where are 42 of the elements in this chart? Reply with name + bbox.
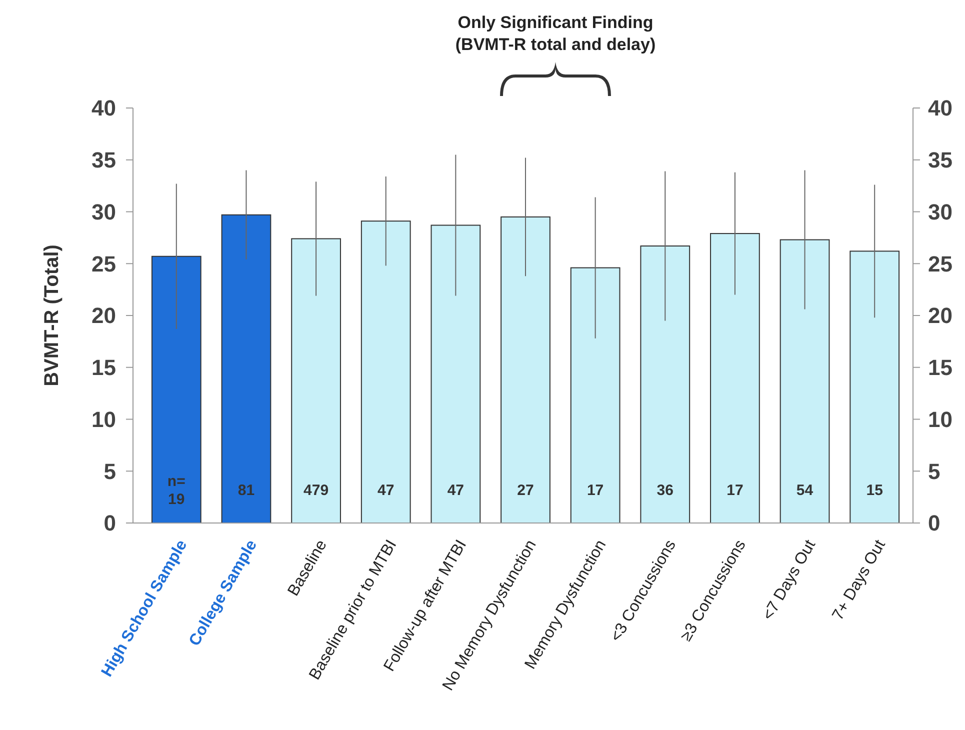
bar [360,220,411,524]
y2-tick-label: 15 [928,355,952,380]
y2-tick-label: 10 [928,406,952,432]
y2-tick-label: 5 [928,458,940,484]
annotation: 17 [586,482,604,499]
y2-tick-label: 0 [928,510,940,536]
y-tick-label: 35 [92,148,116,173]
bar [151,256,202,524]
y-tick-label: 30 [92,199,116,224]
annotation: 47 [378,482,394,499]
annotation: 17 [726,482,744,499]
annotation: 479 [304,482,329,499]
y2-tick-label: 30 [928,199,952,224]
text: Only Significant Finding (BVMT-R total and delay) [455,13,656,54]
y-tick-label: 10 [92,406,116,432]
annotation: n= 19 [167,473,186,508]
bar [640,245,690,524]
annotation: 81 [238,482,255,499]
annotation: 15 [866,482,883,499]
y-tick-label: 20 [92,303,116,328]
y-tick-label: 15 [92,355,116,380]
bar [780,239,830,524]
annotation: 27 [517,482,534,499]
annotation: 54 [796,482,814,499]
y-axis-title: BVMT-R (Total) [41,244,63,386]
bar [221,214,272,524]
y2-tick-label: 35 [928,148,952,173]
annotation: 36 [656,482,674,499]
y-tick-label: 25 [92,251,116,276]
annotation: 47 [447,482,464,499]
bar [850,250,900,524]
bar [570,267,620,524]
bar [710,233,760,524]
y2-tick-label: 25 [928,251,952,276]
y2-tick-label: 20 [928,303,952,328]
bar [430,224,481,524]
y-tick-label: 40 [92,96,116,121]
y2-tick-label: 40 [928,96,952,121]
y-tick-label: 0 [104,510,116,536]
bar [291,238,341,524]
bar [500,216,550,524]
y-tick-label: 5 [104,458,116,484]
